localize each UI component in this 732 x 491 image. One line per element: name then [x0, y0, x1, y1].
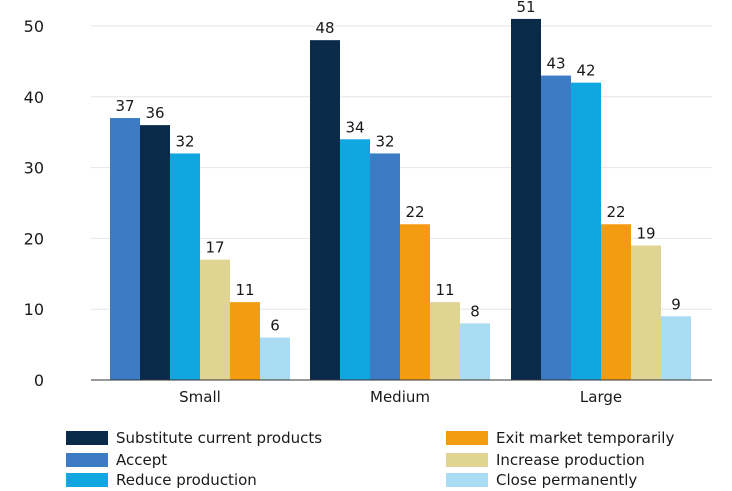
- legend-item-accept: Accept: [66, 450, 167, 470]
- data-label-substitute-small: 36: [145, 104, 164, 122]
- category-label-large: Large: [580, 388, 622, 406]
- legend-swatch: [66, 431, 108, 445]
- bar-exit-large: [601, 224, 631, 380]
- bar-accept-medium: [370, 153, 400, 380]
- legend-swatch: [66, 453, 108, 467]
- bar-reduce-medium: [340, 139, 370, 380]
- y-tick-label: 0: [34, 371, 44, 390]
- bar-increase-large: [631, 245, 661, 380]
- y-axis-ticks: 0 10 20 30 40 50: [24, 17, 44, 390]
- legend: Substitute current products Accept Reduce …: [66, 428, 732, 490]
- legend-label: Accept: [116, 451, 168, 469]
- data-label-substitute-large: 51: [516, 0, 535, 16]
- bar-substitute-medium: [310, 40, 340, 380]
- legend-label: Increase production: [496, 451, 645, 469]
- bar-accept-small: [110, 118, 140, 380]
- y-tick-label: 50: [24, 17, 44, 36]
- legend-item-substitute: Substitute current products: [66, 428, 322, 448]
- legend-swatch: [66, 473, 108, 487]
- data-label-close-large: 9: [671, 295, 681, 313]
- legend-label: Close permanently: [496, 471, 638, 489]
- data-label-accept-medium: 32: [375, 132, 394, 150]
- legend-swatch: [446, 473, 488, 487]
- bar-increase-small: [200, 259, 230, 380]
- bar-close-medium: [460, 323, 490, 380]
- bar-substitute-small: [140, 125, 170, 381]
- category-label-small: Small: [179, 388, 221, 406]
- data-label-close-small: 6: [270, 317, 280, 335]
- data-labels: 37 36 32 17 11 6 48 34 32 22 11 8 51 43 42 22 19 9: [115, 0, 680, 335]
- data-label-reduce-large: 42: [576, 62, 595, 80]
- legend-swatch: [446, 431, 488, 445]
- data-label-reduce-medium: 34: [345, 118, 364, 136]
- legend-item-increase: Increase production: [446, 450, 645, 470]
- legend-label: Substitute current products: [116, 429, 323, 447]
- legend-item-exit: Exit market temporarily: [446, 428, 674, 448]
- y-tick-label: 30: [24, 159, 44, 178]
- x-axis-categories: Small Medium Large: [179, 388, 622, 406]
- data-label-increase-medium: 11: [435, 281, 454, 299]
- data-label-reduce-small: 32: [175, 132, 194, 150]
- legend-label: Reduce production: [116, 471, 257, 489]
- data-label-accept-large: 43: [546, 55, 565, 73]
- bar-exit-medium: [400, 224, 430, 380]
- data-label-substitute-medium: 48: [315, 19, 334, 37]
- data-label-increase-large: 19: [636, 224, 655, 242]
- bar-exit-small: [230, 302, 260, 380]
- data-label-exit-small: 11: [235, 281, 254, 299]
- y-tick-label: 10: [24, 300, 44, 319]
- data-label-increase-small: 17: [205, 239, 224, 257]
- bar-close-small: [260, 337, 290, 380]
- legend-item-reduce: Reduce production: [66, 470, 257, 490]
- bars: [110, 18, 691, 381]
- bar-substitute-large: [511, 18, 541, 380]
- y-tick-label: 40: [24, 88, 44, 107]
- bar-accept-large: [541, 75, 571, 380]
- bar-close-large: [661, 316, 691, 380]
- legend-swatch: [446, 453, 488, 467]
- category-label-medium: Medium: [370, 388, 430, 406]
- data-label-exit-large: 22: [606, 203, 625, 221]
- y-tick-label: 20: [24, 229, 44, 248]
- bar-reduce-small: [170, 153, 200, 380]
- data-label-close-medium: 8: [470, 302, 480, 320]
- bar-reduce-large: [571, 82, 601, 380]
- data-label-accept-small: 37: [115, 97, 134, 115]
- legend-label: Exit market temporarily: [496, 429, 675, 447]
- data-label-exit-medium: 22: [405, 203, 424, 221]
- legend-item-close: Close permanently: [446, 470, 637, 490]
- bar-increase-medium: [430, 302, 460, 380]
